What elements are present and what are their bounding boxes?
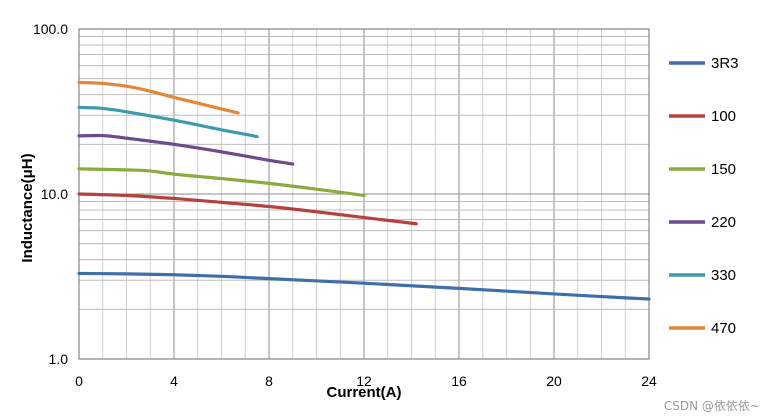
legend-label-470: 470 <box>711 320 736 337</box>
y-axis-ticks: 1.0 10.0 100.0 <box>33 21 68 367</box>
x-tick-label: 8 <box>265 373 273 389</box>
y-tick-label: 1.0 <box>49 351 69 367</box>
series-layer <box>77 80 651 301</box>
legend-label-150: 150 <box>711 161 736 178</box>
series-line-330 <box>77 105 259 139</box>
legend-label-3R3: 3R3 <box>711 55 739 72</box>
grid <box>79 29 649 359</box>
x-tick-label: 4 <box>170 373 178 389</box>
y-tick-label: 10.0 <box>41 186 68 202</box>
series-line-150 <box>77 167 366 198</box>
series-line-220 <box>77 133 295 166</box>
legend-label-100: 100 <box>711 108 736 125</box>
y-axis-title: Inductance(μH) <box>19 153 36 262</box>
x-tick-label: 24 <box>641 373 657 389</box>
watermark: CSDN @依依依~ <box>663 399 760 413</box>
y-tick-label: 100.0 <box>33 21 68 37</box>
legend: 3R3 100 150 220 330 470 <box>669 55 739 337</box>
series-line-100 <box>77 192 418 226</box>
x-tick-label: 20 <box>546 373 562 389</box>
x-axis-ticks: 0 4 8 12 16 20 24 <box>75 373 657 389</box>
series-line-470 <box>77 80 240 115</box>
legend-label-330: 330 <box>711 267 736 284</box>
x-tick-label: 12 <box>356 373 372 389</box>
x-axis-title: Current(A) <box>327 384 402 401</box>
legend-label-220: 220 <box>711 214 736 231</box>
x-tick-label: 16 <box>451 373 467 389</box>
x-tick-label: 0 <box>75 373 83 389</box>
series-line-3R3 <box>77 271 651 301</box>
